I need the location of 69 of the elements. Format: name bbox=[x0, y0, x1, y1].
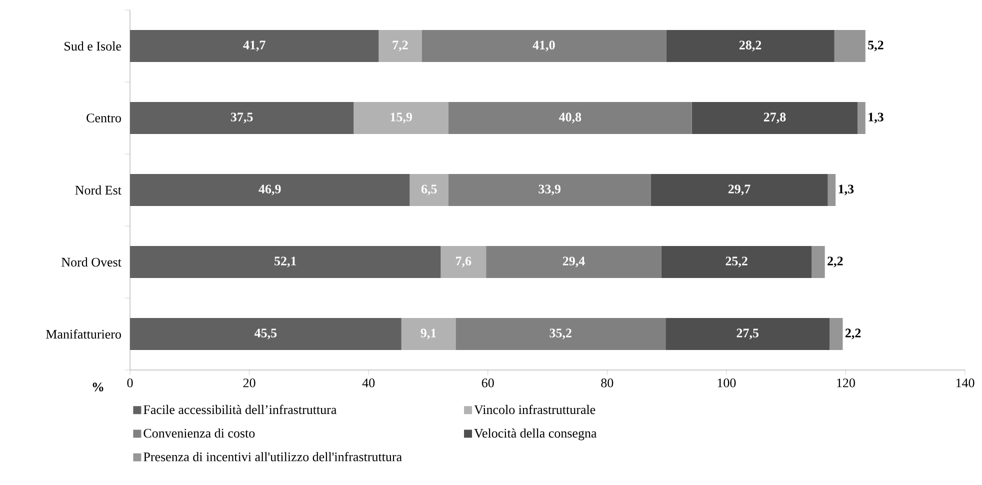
bar bbox=[130, 318, 402, 350]
bar bbox=[666, 318, 830, 350]
bar bbox=[650, 174, 828, 206]
bar bbox=[130, 102, 354, 134]
bar bbox=[858, 102, 866, 134]
bar bbox=[666, 30, 834, 62]
bar bbox=[812, 246, 825, 278]
data-label: 41,0 bbox=[532, 40, 555, 52]
x-tick-label: 140 bbox=[956, 378, 974, 388]
data-label: 37,5 bbox=[230, 112, 253, 124]
bar bbox=[422, 30, 666, 62]
bar bbox=[130, 174, 410, 206]
legend-label: Presenza di incentivi all'utilizzo dell'infrastruttura bbox=[144, 452, 402, 462]
y-tick-label: Nord Est bbox=[75, 185, 122, 195]
data-label: 41,7 bbox=[243, 40, 266, 52]
bar bbox=[378, 30, 422, 62]
x-tick-label: 20 bbox=[243, 378, 256, 388]
y-tick-label: Manifatturiero bbox=[46, 329, 121, 339]
x-tick-label: 0 bbox=[127, 378, 133, 388]
data-label: 27,5 bbox=[736, 328, 759, 340]
bar bbox=[486, 246, 662, 278]
data-label: 1,3 bbox=[868, 112, 884, 124]
bar bbox=[401, 318, 456, 350]
data-label: 29,7 bbox=[728, 184, 750, 196]
data-label: 7,2 bbox=[392, 40, 408, 52]
data-label: 27,8 bbox=[764, 112, 786, 124]
bar bbox=[830, 318, 843, 350]
data-label: 2,2 bbox=[828, 256, 843, 268]
data-label: 52,1 bbox=[274, 256, 296, 268]
data-label: 9,1 bbox=[420, 328, 436, 340]
bar bbox=[834, 30, 866, 62]
x-tick-label: 60 bbox=[482, 378, 494, 388]
bar bbox=[440, 246, 486, 278]
y-tick-label: Sud e Isole bbox=[64, 41, 122, 51]
y-tick-label: Centro bbox=[86, 114, 121, 122]
legend-label: Facile accessibilità dell’infrastruttura bbox=[144, 404, 337, 414]
x-tick-label: 120 bbox=[837, 378, 855, 388]
data-label: 5,2 bbox=[868, 40, 884, 52]
bar bbox=[130, 30, 379, 62]
data-label: 28,2 bbox=[739, 40, 762, 52]
data-label: 25,2 bbox=[726, 256, 748, 268]
bar bbox=[410, 174, 448, 206]
data-label: 35,2 bbox=[550, 328, 572, 340]
bar bbox=[828, 174, 836, 206]
data-label: 45,5 bbox=[254, 328, 277, 340]
data-label: 1,3 bbox=[838, 184, 854, 196]
data-label: 33,9 bbox=[538, 184, 561, 196]
y-tick-label: Nord Ovest bbox=[62, 257, 122, 267]
legend-label: Vincolo infrastrutturale bbox=[474, 404, 596, 414]
data-label: 2,2 bbox=[845, 328, 861, 340]
data-label: 40,8 bbox=[558, 112, 582, 124]
x-tick-label: 40 bbox=[362, 378, 375, 388]
bar bbox=[354, 102, 448, 134]
bar bbox=[456, 318, 666, 350]
bar bbox=[692, 102, 858, 134]
bar bbox=[448, 174, 651, 206]
bar bbox=[661, 246, 812, 278]
bar bbox=[130, 246, 441, 278]
x-tick-label: 100 bbox=[718, 378, 736, 388]
x-tick-label: 80 bbox=[601, 378, 614, 388]
x-axis-title: % bbox=[92, 382, 104, 392]
legend-label: Convenienza di costo bbox=[144, 428, 255, 438]
data-label: 29,4 bbox=[562, 256, 585, 268]
data-label: 6,5 bbox=[421, 184, 437, 196]
data-label: 15,9 bbox=[390, 112, 412, 124]
data-label: 46,9 bbox=[258, 184, 281, 196]
bar bbox=[448, 102, 692, 134]
legend-label: Velocità della consegna bbox=[474, 428, 597, 440]
data-label: 7,6 bbox=[456, 256, 472, 268]
